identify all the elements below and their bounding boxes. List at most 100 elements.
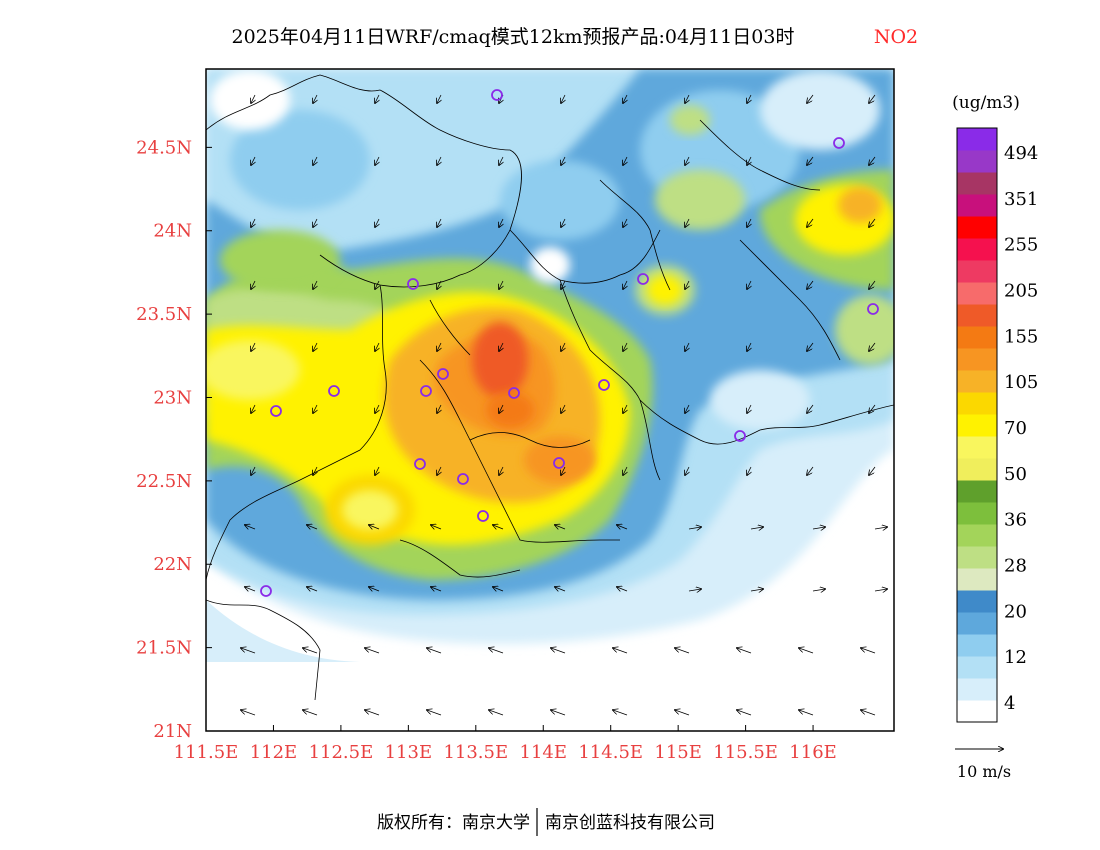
legend-color-bin [957,216,997,239]
city-marker [553,457,565,469]
wind-arrow [431,525,442,529]
wind-arrow [375,342,379,351]
wind-arrow [685,342,689,351]
legend-color-bin [957,414,997,437]
legend-color-bin [957,304,997,327]
wind-arrow [685,94,689,103]
wind-arrow [251,156,255,165]
legend-label: 28 [1004,556,1027,577]
city-marker [420,385,432,397]
wind-arrow [313,342,317,351]
wind-arrow [747,156,751,165]
wind-arrow [375,280,379,289]
legend-label: 20 [1004,601,1027,622]
legend-frame [956,127,998,723]
legend-color-bin [957,656,997,679]
city-marker [270,405,282,417]
city-marker [260,585,272,597]
wind-arrow [375,404,379,413]
wind-arrow [551,710,566,716]
wind-arrow [303,710,318,716]
wind-arrow [807,280,814,289]
wind-arrow [747,466,751,475]
y-tick-label: 24N [153,221,192,242]
wind-arrow [251,466,255,475]
wind-arrow [869,280,876,289]
wind-arrow [623,404,627,413]
wind-arrow [561,342,565,351]
legend-color-bin [957,524,997,547]
wind-arrow [437,342,441,351]
wind-arrow [807,342,814,351]
wind-arrow [499,218,503,227]
legend-color-bin [957,128,997,151]
wind-arrow [251,94,255,103]
legend-color-bin [957,700,997,723]
wind-arrow [617,587,628,591]
legend-label: 4 [1004,693,1015,714]
wind-arrow [245,525,256,529]
wind-arrow [499,466,503,475]
x-axis: 111.5E 112E 112.5E 113E 113.5E 114E 114.5E 115E… [174,725,837,763]
wind-arrow [561,404,565,413]
wind-arrow [489,648,504,654]
wind-arrow [437,280,441,289]
legend-label: 36 [1004,510,1027,531]
wind-arrow [375,218,379,227]
y-tick-label: 22N [153,554,192,575]
legend-color-bin [957,678,997,701]
legend-color-bin [957,480,997,503]
x-tick-label: 114E [520,742,568,763]
legend-color-bin [957,260,997,283]
city-marker [414,458,426,470]
footer-company: 南京创蓝科技有限公司 [545,813,715,833]
wind-arrow [737,648,752,654]
wind-arrow [613,710,628,716]
city-marker [328,385,340,397]
wind-arrow [750,527,763,529]
wind-arrow [737,710,752,716]
wind-arrow [807,466,814,475]
legend-label: 494 [1004,143,1038,164]
wind-arrow [617,525,628,529]
wind-arrow [241,710,256,716]
wind-arrow [307,587,318,591]
wind-arrow [437,404,441,413]
legend-color-bin [957,590,997,613]
city-marker [407,278,419,290]
wind-arrow [251,342,255,351]
wind-arrow [675,648,690,654]
x-tick-label: 113.5E [443,742,508,763]
wind-arrow [869,156,876,165]
legend-color-bin [957,568,997,591]
wind-arrow [369,525,380,529]
y-tick-label: 24.5N [136,137,192,158]
wind-arrow [551,648,566,654]
wind-arrow [685,280,689,289]
x-tick-label: 112E [250,742,298,763]
wind-arrow [869,466,876,475]
legend-color-bin [957,458,997,481]
y-tick-label: 21.5N [136,638,192,659]
wind-arrow [313,156,317,165]
wind-arrow [499,342,503,351]
x-tick-label: 112.5E [309,742,374,763]
wind-arrow [499,404,503,413]
map-title: 2025年04月11日WRF/cmaq模式12km预报产品:04月11日03时 [232,26,795,48]
city-marker [457,473,469,485]
legend-labels: 494 351 255 205 155 105 70 50 36 28 20 12 4 [1004,143,1038,714]
legend-label: 50 [1004,464,1027,485]
wind-arrow [861,648,876,654]
wind-arrow [869,342,876,351]
legend-color-bin [957,150,997,173]
legend-label: 70 [1004,418,1027,439]
wind-arrow [561,466,565,475]
wind-arrow [555,587,566,591]
wind-arrow [747,218,751,227]
wind-arrow [623,466,627,475]
wind-arrow [241,648,256,654]
wind-arrow [493,525,504,529]
wind-arrow [555,525,566,529]
wind-arrow [437,218,441,227]
legend-color-bin [957,502,997,525]
